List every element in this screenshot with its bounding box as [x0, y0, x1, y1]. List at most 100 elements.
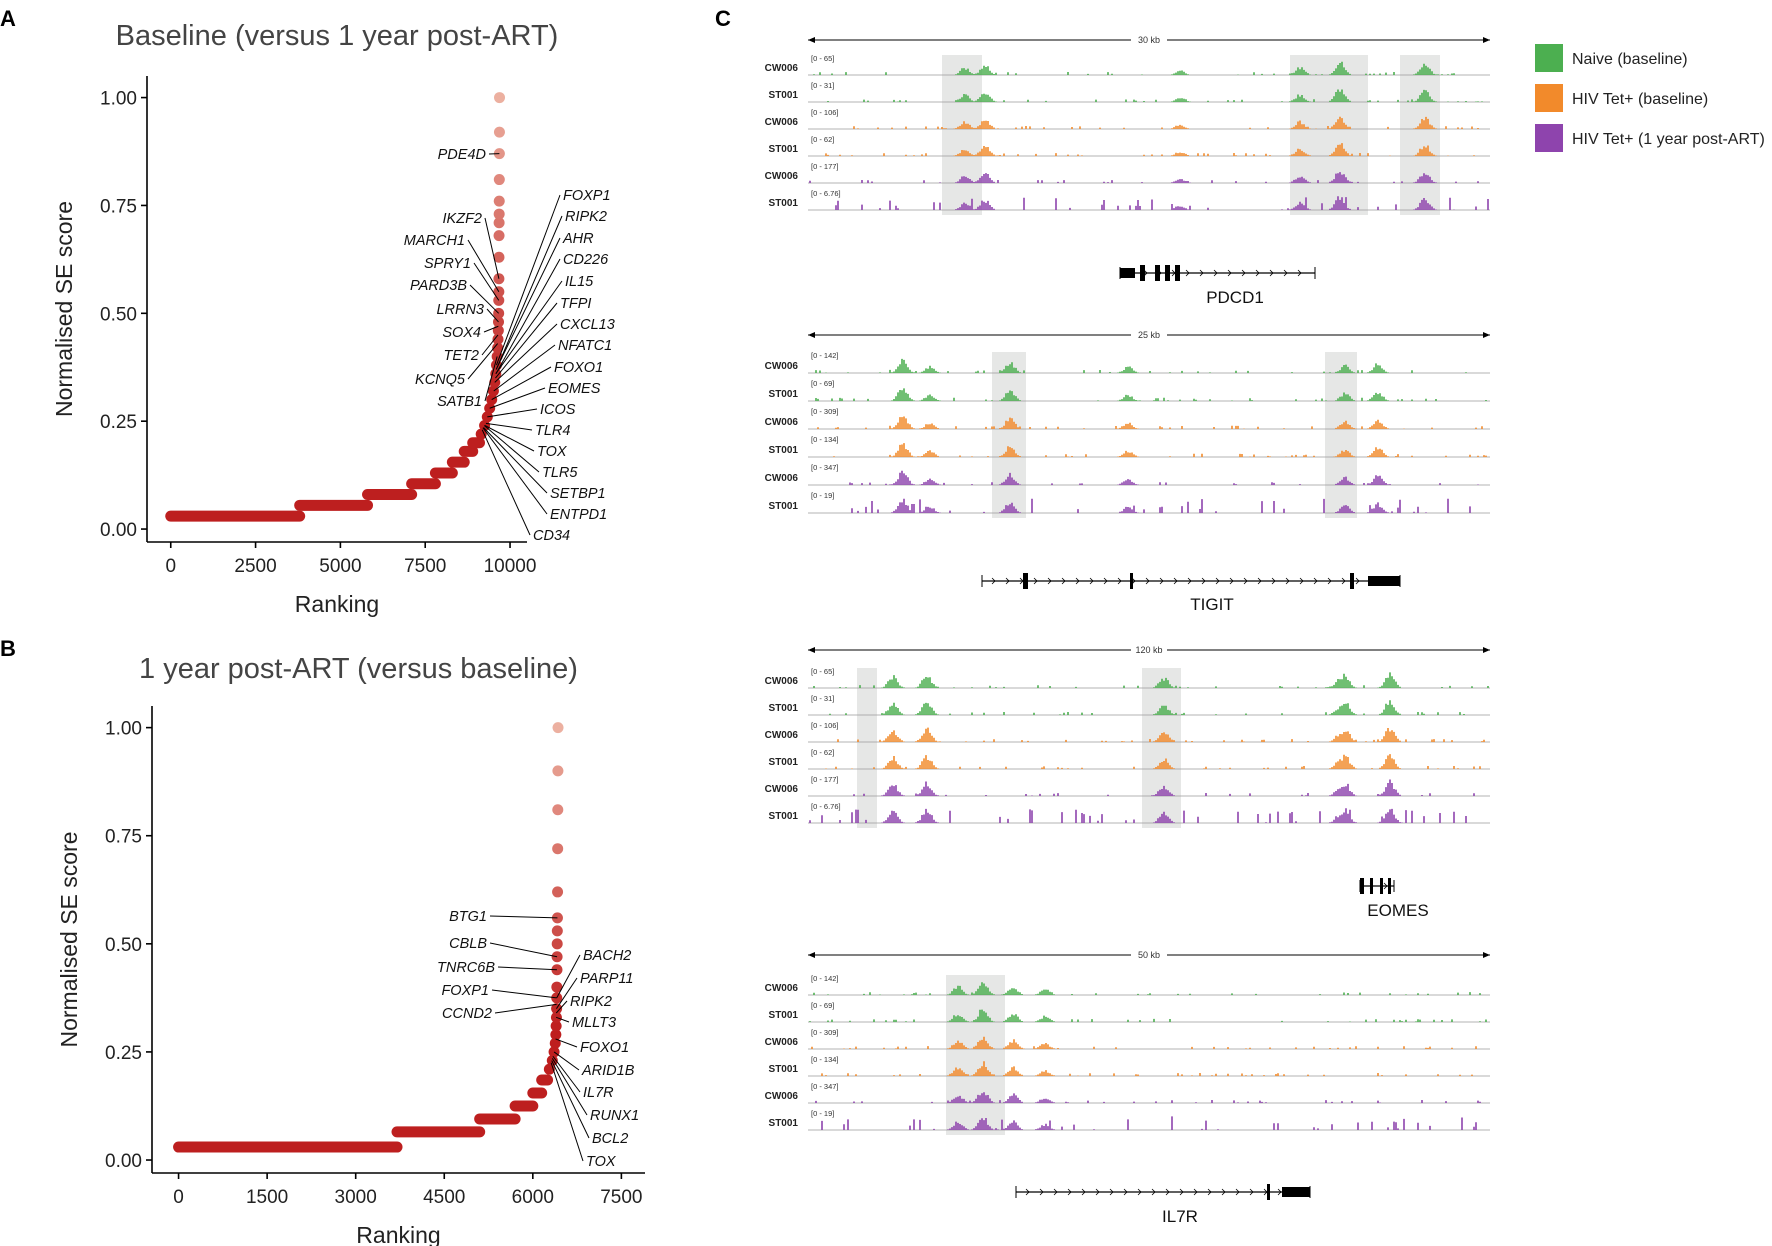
- scale-arrow-right: [1483, 952, 1490, 958]
- strand-arrow: [1235, 1188, 1240, 1196]
- track-range: [0 - 134]: [811, 1055, 839, 1064]
- scale-arrow-right: [1483, 332, 1490, 338]
- annotation-leader: [489, 942, 558, 958]
- track-range: [0 - 31]: [811, 694, 834, 703]
- strand-arrow: [1047, 577, 1052, 585]
- exon: [1370, 878, 1373, 894]
- track-range: [0 - 65]: [811, 667, 834, 676]
- annotation-leader: [495, 215, 563, 370]
- strand-arrow: [1285, 577, 1290, 585]
- annotation-leader: [483, 325, 499, 333]
- sample-label: CW006: [765, 417, 799, 428]
- gene-label: EOMES: [548, 381, 601, 397]
- data-point: [492, 333, 504, 345]
- annotation-leader: [483, 427, 548, 494]
- sample-label: CW006: [765, 473, 799, 484]
- sample-label: CW006: [765, 1091, 799, 1102]
- scale-arrow-left: [808, 952, 815, 958]
- y-tick-label: 0.75: [105, 827, 142, 848]
- gene-label: TLR5: [542, 465, 578, 481]
- strand-arrow: [1193, 1188, 1198, 1196]
- scale-label: 120 kb: [1135, 645, 1162, 655]
- highlight-region: [1142, 668, 1181, 828]
- gene-label: TLR4: [535, 423, 570, 439]
- strand-arrow: [1383, 882, 1388, 890]
- signal-track: [825, 754, 1481, 769]
- panel-label: C: [715, 6, 731, 31]
- sample-label: ST001: [769, 198, 799, 209]
- strand-arrow: [1053, 1188, 1058, 1196]
- track-range: [0 - 19]: [811, 1109, 834, 1118]
- gene-label: NFATC1: [558, 338, 612, 354]
- strand-arrow: [1199, 269, 1204, 277]
- annotation-leader: [481, 334, 499, 356]
- scale-arrow-left: [808, 37, 815, 43]
- sample-label: ST001: [769, 90, 799, 101]
- scale-bg: [1131, 34, 1167, 46]
- signal-track: [811, 1036, 1477, 1049]
- highlight-region: [992, 352, 1026, 518]
- sample-label: CW006: [765, 676, 799, 687]
- strand-arrow: [1299, 577, 1304, 585]
- annotation-leader: [495, 237, 561, 370]
- track-range: [0 - 69]: [811, 1001, 834, 1010]
- highlight-region: [1290, 55, 1368, 215]
- gene-label: CXCL13: [560, 317, 615, 333]
- signal-track: [821, 1116, 1477, 1130]
- gene-label: PDE4D: [438, 147, 486, 163]
- track-range: [0 - 62]: [811, 135, 834, 144]
- data-point: [493, 217, 505, 229]
- legend-label: HIV Tet+ (baseline): [1572, 91, 1708, 108]
- annotation-leader: [555, 1016, 570, 1023]
- scale-bg: [1131, 949, 1167, 961]
- signal-track: [815, 1092, 1481, 1103]
- track-range: [0 - 134]: [811, 435, 839, 444]
- track-range: [0 - 31]: [811, 81, 834, 90]
- track-range: [0 - 309]: [811, 407, 839, 416]
- gene-label: RIPK2: [570, 994, 612, 1010]
- panel-c: C Naive (baseline) HIV Tet+ (baseline) HIV …: [715, 6, 1765, 1226]
- exon: [1023, 573, 1028, 589]
- gene-label: IL15: [565, 274, 594, 290]
- signal-track: [815, 388, 1487, 401]
- sample-label: CW006: [765, 171, 799, 182]
- panel-label: B: [0, 636, 16, 661]
- annotation-leader: [467, 343, 499, 380]
- annotation-leader: [494, 1003, 557, 1014]
- signal-track: [821, 1061, 1473, 1076]
- strand-arrow: [1123, 1188, 1128, 1196]
- data-point: [475, 428, 487, 440]
- track-range: [0 - 347]: [811, 1082, 839, 1091]
- sample-label: ST001: [769, 811, 799, 822]
- strand-arrow: [1095, 1188, 1100, 1196]
- exon: [1130, 573, 1133, 589]
- annotation-leader: [494, 323, 558, 383]
- strand-arrow: [1159, 577, 1164, 585]
- annotation-leader: [550, 1062, 584, 1162]
- strand-arrow: [1271, 577, 1276, 585]
- data-point: [492, 342, 504, 354]
- strand-arrow: [1025, 1188, 1030, 1196]
- data-point: [550, 1020, 562, 1032]
- annotation-leader: [473, 262, 500, 301]
- panel-a-chart: A Baseline (versus 1 year post-ART) 0.00 0.…: [0, 6, 615, 617]
- strand-arrow: [1257, 577, 1262, 585]
- gene-label: SPRY1: [424, 256, 471, 272]
- strand-arrow: [1061, 577, 1066, 585]
- strand-arrow: [991, 577, 996, 585]
- scale-arrow-left: [808, 647, 815, 653]
- gene-label: FOXP1: [441, 983, 489, 999]
- annotation-leader: [491, 366, 552, 401]
- annotation-leader: [484, 217, 500, 279]
- annotation-leader: [495, 258, 561, 374]
- exon: [1388, 878, 1391, 894]
- annotation-leader: [486, 308, 499, 323]
- signal-track: [815, 358, 1467, 373]
- gene-label: CD226: [563, 252, 609, 268]
- strand-arrow: [1227, 269, 1232, 277]
- annotation-leader: [489, 915, 558, 919]
- legend-swatch: [1535, 44, 1563, 72]
- track-range: [0 - 347]: [811, 463, 839, 472]
- scale-arrow-right: [1483, 37, 1490, 43]
- chart-title: 1 year post-ART (versus baseline): [139, 653, 578, 685]
